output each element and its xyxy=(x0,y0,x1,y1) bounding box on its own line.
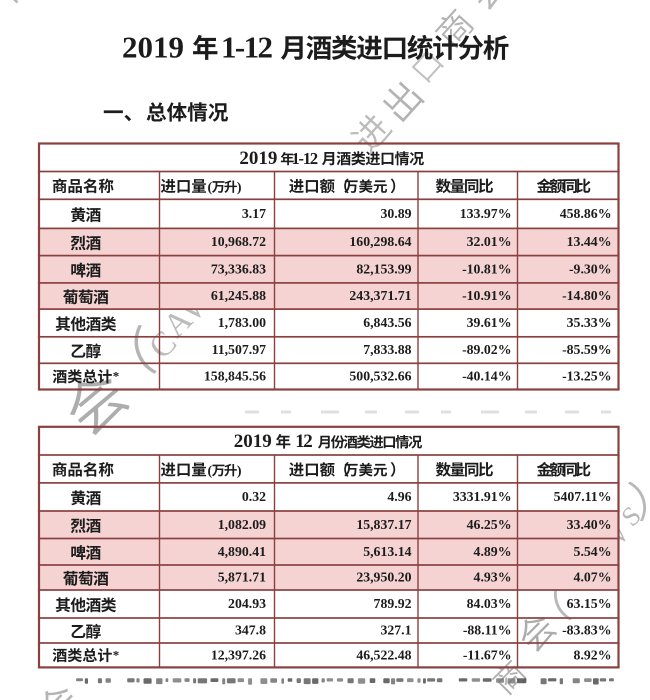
svg-text:3331.91%: 3331.91% xyxy=(453,489,512,504)
svg-text:10,968.72: 10,968.72 xyxy=(211,234,266,249)
svg-text:347.8: 347.8 xyxy=(235,623,266,638)
svg-text:23,950.20: 23,950.20 xyxy=(356,570,411,585)
svg-text:500,532.66: 500,532.66 xyxy=(349,369,411,384)
svg-text:8.92%: 8.92% xyxy=(574,647,612,662)
svg-text:61,245.88: 61,245.88 xyxy=(211,288,266,303)
svg-text:84.03%: 84.03% xyxy=(467,596,512,611)
svg-text:5,871.71: 5,871.71 xyxy=(218,570,266,585)
svg-text:1-12: 1-12 xyxy=(221,30,273,65)
svg-text:243,371.71: 243,371.71 xyxy=(349,288,411,303)
svg-text:1-12: 1-12 xyxy=(292,149,318,168)
svg-text:789.92: 789.92 xyxy=(374,596,412,611)
svg-text:39.61%: 39.61% xyxy=(467,315,512,330)
svg-text:4.07%: 4.07% xyxy=(574,570,612,585)
svg-text:(: ( xyxy=(208,181,213,196)
svg-text:73,336.83: 73,336.83 xyxy=(211,261,266,276)
svg-text:82,153.99: 82,153.99 xyxy=(356,261,411,276)
svg-text:4.96: 4.96 xyxy=(387,489,411,504)
svg-text:-10.91%: -10.91% xyxy=(462,288,511,303)
svg-text:6,843.56: 6,843.56 xyxy=(363,315,411,330)
svg-text:-89.02%: -89.02% xyxy=(462,342,511,357)
svg-text:12,397.26: 12,397.26 xyxy=(211,647,266,662)
svg-text:): ) xyxy=(237,181,242,196)
svg-text:46,522.48: 46,522.48 xyxy=(356,647,411,662)
svg-text:158,845.56: 158,845.56 xyxy=(204,369,266,384)
svg-text:63.15%: 63.15% xyxy=(567,596,612,611)
svg-text:5,613.14: 5,613.14 xyxy=(363,544,411,559)
svg-text:2019: 2019 xyxy=(239,148,277,169)
svg-text:-85.59%: -85.59% xyxy=(562,342,611,357)
svg-text:-11.67%: -11.67% xyxy=(463,647,512,662)
svg-text:12: 12 xyxy=(295,431,312,452)
svg-text:*: * xyxy=(113,647,120,662)
svg-text:33.40%: 33.40% xyxy=(567,517,612,532)
svg-text:-9.30%: -9.30% xyxy=(569,261,612,276)
svg-text:-13.25%: -13.25% xyxy=(562,369,611,384)
svg-text:4.93%: 4.93% xyxy=(474,570,512,585)
svg-text:-83.83%: -83.83% xyxy=(562,623,611,638)
svg-text:*: * xyxy=(113,369,120,384)
svg-text:2019: 2019 xyxy=(234,431,272,452)
svg-text:-10.81%: -10.81% xyxy=(462,261,511,276)
svg-text:5407.11%: 5407.11% xyxy=(554,489,612,504)
svg-text:1,783.00: 1,783.00 xyxy=(218,315,266,330)
svg-text:13.44%: 13.44% xyxy=(567,234,612,249)
svg-text:-40.14%: -40.14% xyxy=(462,369,511,384)
svg-text:-14.80%: -14.80% xyxy=(562,288,611,303)
svg-text:204.93: 204.93 xyxy=(228,596,266,611)
svg-text:11,507.97: 11,507.97 xyxy=(212,342,267,357)
svg-text:15,837.17: 15,837.17 xyxy=(356,517,411,532)
svg-text:458.86%: 458.86% xyxy=(560,206,612,221)
svg-text:327.1: 327.1 xyxy=(380,623,411,638)
svg-text:0.32: 0.32 xyxy=(242,489,266,504)
svg-text:3.17: 3.17 xyxy=(242,206,266,221)
svg-text:-88.11%: -88.11% xyxy=(463,623,512,638)
svg-text:30.89: 30.89 xyxy=(380,206,411,221)
svg-text:1,082.09: 1,082.09 xyxy=(218,517,266,532)
svg-text:46.25%: 46.25% xyxy=(467,517,512,532)
svg-text:2019: 2019 xyxy=(122,30,184,65)
svg-text:133.97%: 133.97% xyxy=(460,206,512,221)
svg-text:7,833.88: 7,833.88 xyxy=(363,342,411,357)
svg-text:32.01%: 32.01% xyxy=(467,234,512,249)
svg-text:5.54%: 5.54% xyxy=(574,544,612,559)
svg-text:160,298.64: 160,298.64 xyxy=(349,234,411,249)
svg-text:4,890.41: 4,890.41 xyxy=(218,544,266,559)
svg-text:35.33%: 35.33% xyxy=(567,315,612,330)
svg-text:(: ( xyxy=(208,464,213,479)
svg-text:): ) xyxy=(237,464,242,479)
svg-text:4.89%: 4.89% xyxy=(474,544,512,559)
